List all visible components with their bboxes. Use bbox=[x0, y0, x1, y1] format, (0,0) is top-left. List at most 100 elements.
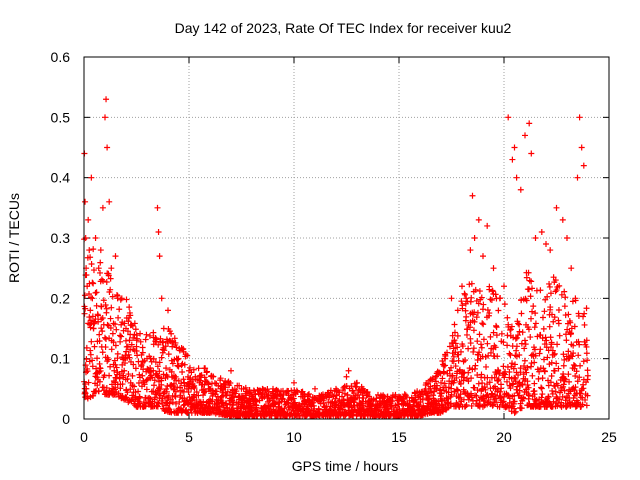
data-point bbox=[578, 144, 585, 151]
x-tick-label: 10 bbox=[286, 429, 302, 445]
data-point bbox=[555, 307, 562, 314]
data-point bbox=[448, 391, 455, 398]
data-point bbox=[87, 307, 94, 314]
data-point bbox=[583, 343, 590, 350]
data-point bbox=[154, 403, 161, 410]
data-point bbox=[89, 363, 96, 370]
data-point bbox=[270, 385, 276, 392]
data-point bbox=[90, 246, 97, 253]
data-point bbox=[249, 391, 255, 398]
data-point bbox=[149, 374, 156, 381]
data-point bbox=[519, 329, 526, 336]
data-point bbox=[102, 114, 108, 121]
data-point bbox=[569, 353, 576, 360]
data-point bbox=[560, 381, 567, 388]
data-point bbox=[541, 308, 548, 315]
data-point bbox=[88, 260, 95, 267]
data-point bbox=[455, 357, 462, 364]
data-point bbox=[580, 358, 587, 365]
data-point bbox=[103, 305, 110, 312]
data-point bbox=[191, 391, 198, 398]
data-point bbox=[574, 378, 581, 385]
data-point bbox=[547, 290, 554, 297]
data-point bbox=[203, 378, 210, 385]
data-point bbox=[92, 235, 99, 241]
data-point bbox=[96, 337, 103, 344]
data-point bbox=[175, 355, 182, 362]
data-point bbox=[104, 321, 111, 328]
data-point bbox=[500, 339, 507, 346]
data-point bbox=[468, 280, 475, 287]
data-point bbox=[88, 338, 95, 345]
data-point bbox=[504, 391, 511, 398]
data-point bbox=[522, 341, 529, 348]
data-point bbox=[454, 387, 461, 394]
data-point bbox=[505, 392, 512, 399]
data-point bbox=[115, 314, 122, 321]
data-point bbox=[531, 380, 538, 387]
grid-lines bbox=[83, 56, 610, 420]
data-point bbox=[454, 332, 461, 339]
data-point bbox=[506, 369, 513, 376]
data-point bbox=[506, 350, 513, 357]
data-point bbox=[572, 363, 579, 370]
data-point bbox=[117, 296, 124, 303]
data-point bbox=[478, 341, 485, 348]
data-point bbox=[99, 204, 106, 211]
data-point bbox=[322, 391, 329, 398]
data-point bbox=[448, 295, 455, 302]
data-point bbox=[512, 361, 519, 368]
data-point bbox=[462, 403, 469, 410]
data-point bbox=[100, 278, 107, 285]
data-point bbox=[163, 388, 170, 395]
y-tick-label: 0.6 bbox=[51, 49, 71, 65]
data-point bbox=[210, 373, 217, 380]
data-point bbox=[507, 327, 514, 334]
data-point bbox=[518, 405, 525, 412]
data-point bbox=[459, 302, 466, 309]
data-point bbox=[558, 291, 565, 298]
data-point bbox=[572, 373, 579, 380]
data-point bbox=[546, 323, 553, 330]
data-point bbox=[271, 401, 278, 408]
data-point bbox=[463, 295, 470, 302]
data-point bbox=[123, 325, 129, 332]
data-point bbox=[529, 372, 536, 379]
data-point bbox=[470, 345, 477, 352]
data-point bbox=[107, 325, 114, 332]
data-point bbox=[150, 355, 157, 362]
data-point bbox=[124, 375, 131, 382]
data-point bbox=[242, 384, 249, 391]
data-point bbox=[224, 388, 231, 395]
data-point bbox=[126, 354, 133, 361]
data-point bbox=[492, 391, 499, 398]
data-point bbox=[179, 368, 186, 375]
data-point bbox=[160, 338, 167, 345]
data-point bbox=[163, 365, 170, 372]
data-point bbox=[501, 301, 508, 308]
data-point bbox=[96, 378, 103, 385]
data-point bbox=[141, 381, 148, 388]
data-point bbox=[190, 383, 197, 390]
data-point bbox=[158, 295, 165, 302]
data-point bbox=[368, 395, 375, 402]
data-point bbox=[524, 382, 531, 389]
chart-title: Day 142 of 2023, Rate Of TEC Index for r… bbox=[175, 20, 512, 36]
data-point bbox=[549, 387, 556, 394]
data-point bbox=[114, 350, 121, 357]
data-point bbox=[508, 323, 515, 330]
data-point bbox=[547, 379, 554, 386]
data-point bbox=[551, 314, 558, 321]
data-point bbox=[173, 400, 180, 407]
data-point bbox=[264, 392, 271, 399]
data-point bbox=[190, 394, 197, 401]
data-point bbox=[364, 391, 371, 398]
data-point bbox=[538, 385, 545, 392]
data-point bbox=[336, 389, 343, 396]
data-point bbox=[95, 318, 102, 325]
data-point bbox=[90, 392, 97, 399]
data-point bbox=[562, 376, 569, 383]
data-point bbox=[89, 357, 96, 364]
data-point bbox=[121, 367, 128, 374]
